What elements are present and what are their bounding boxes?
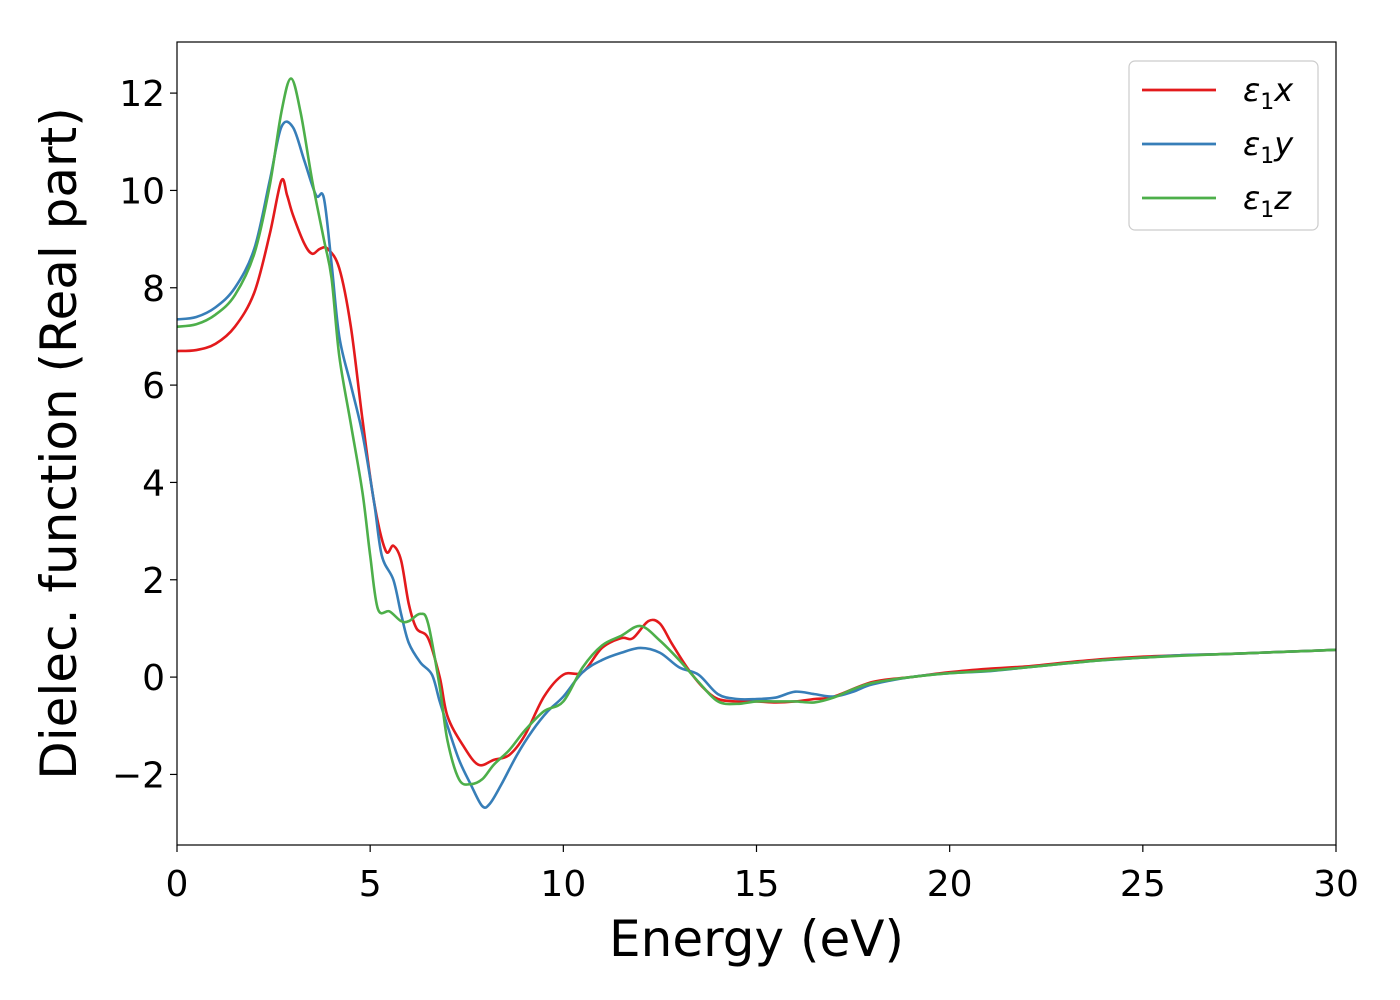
x-tick-label: 20 <box>927 864 973 905</box>
legend-label-y: ε1y <box>1243 125 1294 169</box>
legend-label-z: ε1z <box>1243 179 1292 223</box>
x-tick-label: 15 <box>734 864 780 905</box>
x-tick-label: 5 <box>359 864 382 905</box>
series-line-z <box>177 77 1336 786</box>
legend: ε1x ε1y ε1z <box>1128 60 1319 231</box>
x-tick-label: 30 <box>1313 864 1359 905</box>
y-tick-label: 2 <box>142 561 165 602</box>
x-axis-label: Energy (eV) <box>609 910 904 968</box>
y-tick-label: 4 <box>142 463 165 504</box>
y-tick-label: 8 <box>142 269 165 310</box>
x-axis: 0 5 10 15 20 25 30 <box>166 845 1359 905</box>
x-tick-label: 0 <box>166 864 189 905</box>
y-axis-label: Dielec. function (Real part) <box>30 107 88 779</box>
y-tick-label: 10 <box>119 171 165 212</box>
legend-box <box>1128 60 1319 231</box>
y-axis: −2 0 2 4 6 8 10 12 <box>112 74 177 796</box>
legend-label-x: ε1x <box>1243 71 1294 115</box>
x-tick-label: 25 <box>1120 864 1166 905</box>
series-layer <box>177 77 1336 809</box>
y-tick-label: −2 <box>112 755 165 796</box>
y-tick-label: 12 <box>119 74 165 115</box>
x-tick-label: 10 <box>540 864 586 905</box>
y-tick-label: 0 <box>142 658 165 699</box>
y-tick-label: 6 <box>142 366 165 407</box>
